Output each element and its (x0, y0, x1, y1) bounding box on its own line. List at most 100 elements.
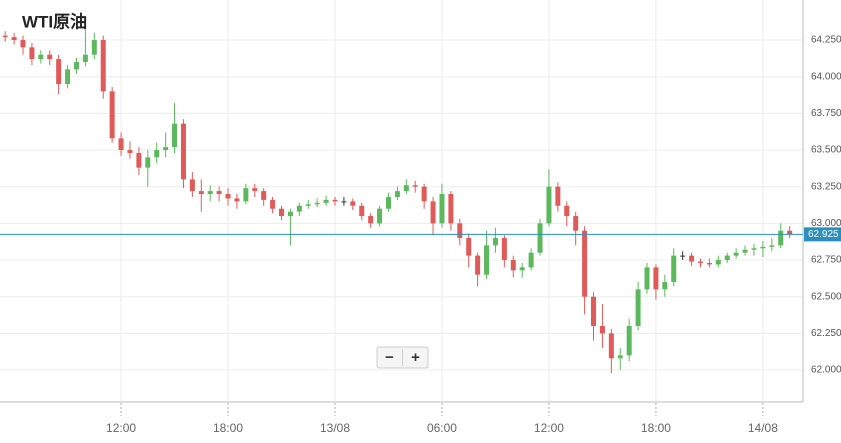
candle-body (599, 326, 605, 334)
candle-body (243, 188, 249, 202)
candle-body (189, 179, 195, 192)
candle-body (163, 147, 169, 151)
y-tick-label: 62.000 (811, 365, 841, 376)
y-tick-label: 63.750 (811, 108, 841, 119)
candle-body (20, 40, 26, 48)
candle-body (760, 246, 766, 249)
y-tick-label: 62.500 (811, 291, 841, 302)
candle-body (751, 248, 757, 250)
candle-body (466, 238, 472, 256)
candle-body (680, 255, 686, 257)
candle-body (332, 199, 338, 202)
candle-body (65, 69, 71, 85)
candle-body (296, 205, 302, 212)
candle-body (198, 191, 204, 195)
candle-body (207, 191, 213, 195)
candle-body (252, 188, 258, 192)
y-tick-label: 63.500 (811, 145, 841, 156)
y-tick-label: 62.250 (811, 328, 841, 339)
candle-body (510, 260, 516, 271)
candle-body (769, 245, 775, 247)
candle-body (421, 186, 427, 202)
candle-body (216, 191, 222, 195)
candle-body (706, 262, 712, 265)
candle-body (127, 150, 133, 153)
x-tick-label: 14/08 (748, 421, 778, 435)
y-tick-label: 63.000 (811, 218, 841, 229)
candle-body (2, 35, 8, 38)
candle-body (368, 216, 374, 224)
candle-body (537, 223, 543, 253)
x-tick-label: 13/08 (320, 421, 350, 435)
candle-body (617, 355, 623, 359)
candle-body (787, 230, 793, 235)
candle-body (180, 123, 186, 180)
candle-body (653, 267, 659, 290)
candle-body (582, 230, 588, 297)
candle-body (733, 252, 739, 256)
candle-body (528, 252, 534, 268)
candle-body (644, 267, 650, 290)
candle-body (778, 230, 784, 246)
zoom-out-button[interactable]: − (385, 349, 394, 366)
candle-body (323, 199, 329, 203)
candle-body (154, 150, 160, 158)
candle-body (608, 333, 614, 359)
candle-body (385, 196, 391, 209)
candle-body (403, 185, 409, 192)
candle-body (448, 194, 454, 224)
candle-body (484, 245, 490, 275)
candle-body (350, 201, 356, 206)
last-price-box (804, 227, 841, 242)
candle-body (555, 186, 561, 206)
candle-body (662, 282, 668, 290)
y-tick-label: 62.750 (811, 255, 841, 266)
candle-body (109, 91, 115, 139)
candle-body (82, 54, 88, 63)
candle-body (359, 205, 365, 217)
candle-body (145, 157, 151, 168)
x-tick-label: 12:00 (106, 421, 136, 435)
candle-body (626, 326, 632, 356)
candle-body (457, 223, 463, 239)
candle-body (305, 204, 311, 206)
y-tick-label: 63.250 (811, 181, 841, 192)
last-price-label: 62.925 (808, 229, 839, 240)
x-tick-label: 18:00 (641, 421, 671, 435)
x-tick-label: 12:00 (534, 421, 564, 435)
candle-body (635, 289, 641, 327)
y-tick-label: 64.000 (811, 71, 841, 82)
candle-body (172, 123, 178, 148)
candle-body (100, 40, 106, 92)
x-tick-label: 06:00 (427, 421, 457, 435)
candle-body (412, 185, 418, 187)
zoom-in-button[interactable]: + (411, 349, 420, 366)
candle-body (287, 211, 293, 217)
chart-title: WTI原油 (22, 11, 87, 31)
candle-body (11, 37, 17, 41)
candle-body (439, 194, 445, 224)
candle-body (697, 261, 703, 263)
candle-body (73, 62, 79, 70)
candle-body (91, 40, 97, 55)
candle-body (56, 59, 62, 85)
candle-body (724, 255, 730, 261)
candle-body (261, 191, 267, 200)
candle-body (47, 54, 53, 60)
candle-body (279, 208, 285, 217)
candle-body (573, 216, 579, 231)
candle-body (742, 249, 748, 253)
candle-body (29, 47, 35, 60)
candle-body (519, 267, 525, 271)
candle-body (671, 255, 677, 283)
candle-body (270, 199, 276, 209)
candle-body (430, 201, 436, 224)
candle-body (689, 255, 695, 262)
candle-body (136, 152, 142, 168)
candle-body (118, 138, 124, 151)
candle-body (715, 260, 721, 265)
candle-body (234, 198, 240, 202)
candle-body (475, 255, 481, 275)
candle-body (314, 202, 320, 205)
